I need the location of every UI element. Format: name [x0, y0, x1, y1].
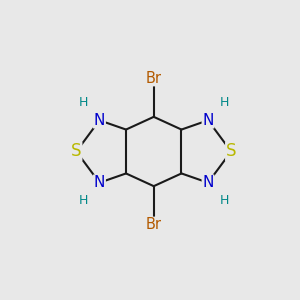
Text: Br: Br [146, 71, 162, 86]
Text: N: N [202, 175, 214, 190]
Text: N: N [94, 175, 105, 190]
Text: S: S [71, 142, 82, 160]
Text: N: N [202, 113, 214, 128]
Text: Br: Br [146, 217, 162, 232]
Text: H: H [220, 96, 229, 109]
Text: H: H [79, 194, 88, 207]
Text: H: H [79, 96, 88, 109]
Text: H: H [220, 194, 229, 207]
Text: S: S [226, 142, 236, 160]
Text: N: N [94, 113, 105, 128]
